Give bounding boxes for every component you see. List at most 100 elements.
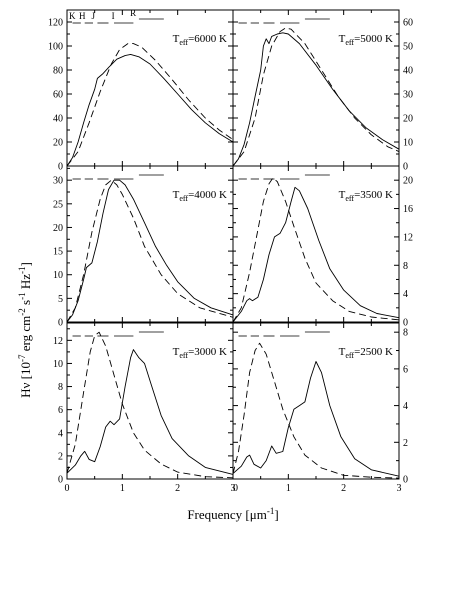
y-tick-label: 20 [403,114,413,125]
y-tick-label: 40 [53,114,63,125]
x-axis-label: Frequency [μm-1] [187,506,278,522]
x-tick-label: 0 [233,483,238,494]
teff-label: Teff=3500 K [339,189,393,203]
teff-label-value: =5000 K [354,33,393,45]
blackbody-curve [232,342,400,479]
y-axis-label-s: s [18,300,33,308]
y-tick-label: 10 [53,359,63,370]
model-spectrum-curve [66,53,234,167]
y-tick-label: 30 [53,176,63,187]
x-tick-label: 2 [175,483,180,494]
y-tick-label: 30 [403,90,413,101]
teff-label-t: T [339,33,346,45]
y-tick-label: 0 [403,475,408,486]
x-tick-label: 0 [65,483,70,494]
x-axis-label-main: Frequency [μm [187,507,267,522]
teff-label-value: =6000 K [188,33,227,45]
teff-label-sub: eff [179,351,188,360]
teff-label-t: T [339,346,346,358]
y-tick-label: 60 [403,18,413,29]
y-tick-label: 20 [403,176,413,187]
teff-label: Teff=2500 K [339,346,393,360]
teff-label-sub: eff [345,38,354,47]
y-tick-label: 20 [53,223,63,234]
teff-label-sub: eff [345,194,354,203]
x-tick-label: 2 [341,483,346,494]
y-tick-label: 120 [48,18,63,29]
teff-label-t: T [173,189,180,201]
teff-label-value: =3500 K [354,189,393,201]
y-tick-label: 15 [53,247,63,258]
model-spectrum-curve [66,349,234,475]
model-spectrum-curve [232,186,400,323]
blackbody-curve [66,331,234,479]
y-axis-label-hz: Hz [18,274,33,293]
y-tick-label: 100 [48,42,63,53]
model-spectrum-curve [232,361,400,477]
y-tick-label: 2 [58,451,63,462]
teff-label-sub: eff [179,38,188,47]
y-axis-label-close: ] [18,262,33,266]
blackbody-curve [66,179,234,323]
y-tick-label: 8 [403,261,408,272]
blackbody-curve [232,27,400,167]
y-tick-label: 40 [403,66,413,77]
panel-teff-4000: 0 5 10 15 20 25 30 Teff=4000 K [53,165,234,329]
teff-label: Teff=4000 K [173,189,227,203]
blackbody-curve [66,43,234,167]
y-tick-label: 6 [403,364,408,375]
x-tick-label: 3 [231,483,236,494]
teff-label-value: =4000 K [188,189,227,201]
model-spectrum-curve [232,32,400,167]
y-tick-label: 2 [403,438,408,449]
y-tick-label: 0 [403,162,408,173]
band-label-k: K [69,11,76,21]
teff-label-t: T [339,189,346,201]
teff-label-value: =2500 K [354,346,393,358]
band-label-r: R [130,8,136,18]
y-tick-label: 0 [58,162,63,173]
y-tick-label: 25 [53,199,63,210]
y-tick-label: 8 [403,328,408,339]
y-tick-label: 4 [403,401,408,412]
y-axis-label-units: erg cm [18,316,33,355]
y-axis-label-main: Hν [10 [18,362,33,398]
blackbody-curve [232,177,400,323]
y-tick-label: 12 [403,232,413,243]
y-tick-label: 60 [53,90,63,101]
y-tick-label: 0 [58,475,63,486]
x-tick-label: 1 [286,483,291,494]
x-axis-label-close: ] [274,507,278,522]
y-tick-label: 4 [403,289,408,300]
teff-label: Teff=5000 K [339,33,393,47]
y-tick-label: 50 [403,42,413,53]
x-axis-label-exp: -1 [267,506,275,516]
teff-label-sub: eff [179,194,188,203]
y-tick-label: 16 [403,204,413,215]
y-tick-label: 10 [403,138,413,149]
teff-label-sub: eff [345,351,354,360]
y-tick-label: 80 [53,66,63,77]
band-label-i: I [112,11,115,21]
y-tick-label: 0 [58,318,63,329]
y-tick-label: 10 [53,270,63,281]
panel-teff-5000: 0 10 20 30 40 50 60 Teff=5000 K [232,9,413,173]
band-label-j: J [92,11,96,21]
y-axis-label-exp1: -7 [17,354,27,362]
model-spectrum-curve [66,179,234,323]
panel-teff-3500: 0 4 8 12 16 20 Teff=3500 K [232,165,413,329]
band-label-h: H [79,11,86,21]
y-tick-label: 8 [58,382,63,393]
y-axis-label-exp3: -1 [17,292,27,300]
teff-label: Teff=3000 K [173,346,227,360]
y-axis-label: Hν [10-7 erg cm-2 s-1 Hz-1] [17,262,33,398]
teff-label-t: T [173,346,180,358]
y-tick-label: 5 [58,294,63,305]
y-tick-label: 20 [53,138,63,149]
y-tick-label: 0 [403,318,408,329]
x-tick-label: 3 [397,483,402,494]
